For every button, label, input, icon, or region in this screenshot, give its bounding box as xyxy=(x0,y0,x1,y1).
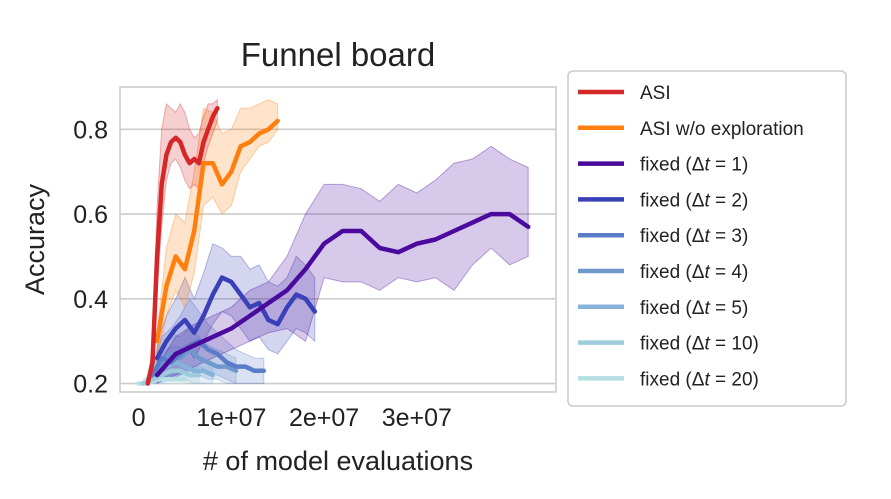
confidence-band xyxy=(156,99,279,359)
series-line xyxy=(154,275,318,361)
series-line xyxy=(154,211,531,378)
y-tick-label: 0.6 xyxy=(73,201,108,229)
legend-label: fixed (Δt = 1) xyxy=(640,155,748,176)
legend-label-value: = 4) xyxy=(710,262,749,283)
legend-label-var: t xyxy=(704,298,710,319)
y-tick-label: 0.8 xyxy=(73,116,108,144)
x-tick-label: 3e+07 xyxy=(382,404,452,432)
legend-label-value: = 5) xyxy=(710,298,749,319)
legend-label-text: fixed (Δ xyxy=(640,262,705,283)
legend-label: fixed (Δt = 3) xyxy=(640,226,748,247)
confidence-band xyxy=(156,145,529,385)
legend-label: fixed (Δt = 10) xyxy=(640,334,759,355)
series-line xyxy=(140,368,202,386)
legend-label-var: t xyxy=(704,369,710,390)
y-axis-label: Accuracy xyxy=(20,183,50,295)
legend-label-text: fixed (Δ xyxy=(640,155,705,176)
legend-label-value: = 2) xyxy=(710,190,749,211)
legend-label: fixed (Δt = 4) xyxy=(640,262,748,283)
y-tick-label: 0.4 xyxy=(73,286,108,314)
y-tick-label: 0.2 xyxy=(73,371,108,399)
legend-frame xyxy=(567,70,847,407)
x-tick-label: 0 xyxy=(132,404,146,432)
legend-label-var: t xyxy=(704,226,710,247)
legend-label-value: = 1) xyxy=(710,155,749,176)
legend-label: fixed (Δt = 20) xyxy=(640,369,759,390)
legend-label-var: t xyxy=(704,155,710,176)
legend-label-text: fixed (Δ xyxy=(640,190,705,211)
line-layer xyxy=(136,105,531,386)
plot-frame xyxy=(119,86,557,393)
legend-label: fixed (Δt = 2) xyxy=(640,190,748,211)
legend-label-var: t xyxy=(704,190,710,211)
legend-label-text: fixed (Δ xyxy=(640,226,705,247)
legend-label-text: fixed (Δ xyxy=(640,334,705,355)
legend-label-text: ASI w/o exploration xyxy=(640,119,804,140)
x-axis-label: # of model evaluations xyxy=(203,446,473,476)
legend-label-var: t xyxy=(704,262,710,283)
legend-label: ASI w/o exploration xyxy=(640,119,804,140)
legend-label-var: t xyxy=(704,334,710,355)
x-tick-label: 1e+07 xyxy=(196,404,266,432)
legend-label-value: = 10) xyxy=(710,334,759,355)
legend-label-text: ASI xyxy=(640,83,671,104)
legend-label: fixed (Δt = 5) xyxy=(640,298,748,319)
legend-label-value: = 3) xyxy=(710,226,749,247)
grid-layer xyxy=(120,128,556,385)
legend-label-text: fixed (Δ xyxy=(640,369,705,390)
legend-label: ASI xyxy=(640,83,671,104)
x-tick-label: 2e+07 xyxy=(289,404,359,432)
series-line xyxy=(145,105,220,386)
chart-title: Funnel board xyxy=(241,36,435,73)
legend-label-value: = 20) xyxy=(710,369,759,390)
tick-layer: 0.2 0.4 0.6 0.8 0 1e+07 2e+07 3e+07 xyxy=(73,116,452,432)
series-line xyxy=(154,118,280,344)
legend-label-text: fixed (Δ xyxy=(640,298,705,319)
